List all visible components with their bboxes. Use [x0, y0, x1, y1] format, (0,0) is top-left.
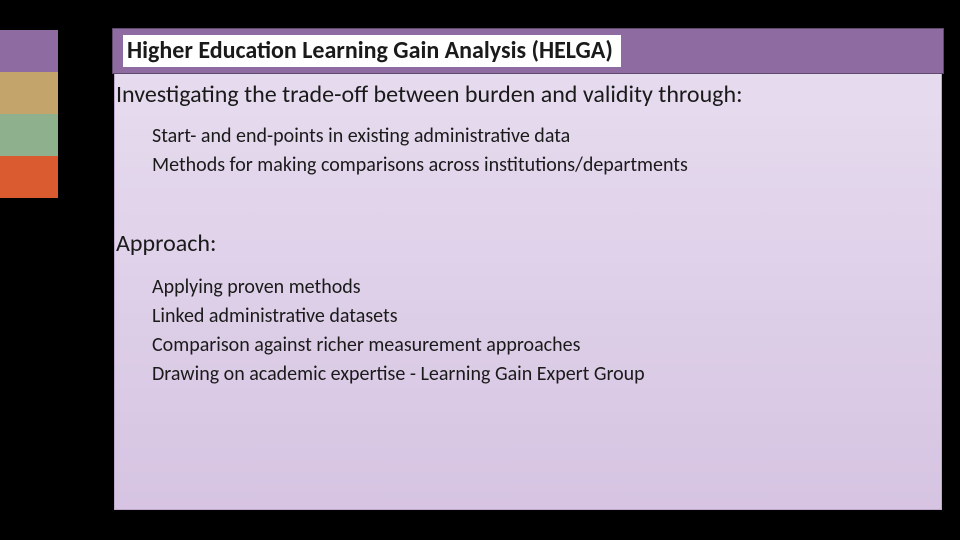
sidebar-color-blocks — [0, 30, 58, 198]
slide-title: Higher Education Learning Gain Analysis … — [123, 35, 621, 68]
slide-body: Investigating the trade-off between burd… — [118, 80, 938, 390]
list-item: Start- and end-points in existing admini… — [152, 123, 938, 150]
list-item: Applying proven methods — [152, 274, 938, 301]
list-item: Linked administrative datasets — [152, 303, 938, 330]
list-item: Comparison against richer measurement ap… — [152, 332, 938, 359]
section1-lead: Investigating the trade-off between burd… — [116, 80, 938, 109]
list-item: Methods for making comparisons across in… — [152, 152, 938, 179]
accent-block-tan — [0, 72, 58, 114]
section2-lead: Approach: — [116, 229, 938, 258]
title-bar: Higher Education Learning Gain Analysis … — [112, 28, 944, 74]
section2-list: Applying proven methods Linked administr… — [152, 274, 938, 388]
accent-block-orange — [0, 156, 58, 198]
accent-block-purple — [0, 30, 58, 72]
section1-list: Start- and end-points in existing admini… — [152, 123, 938, 179]
accent-block-green — [0, 114, 58, 156]
list-item: Drawing on academic expertise - Learning… — [152, 361, 938, 388]
